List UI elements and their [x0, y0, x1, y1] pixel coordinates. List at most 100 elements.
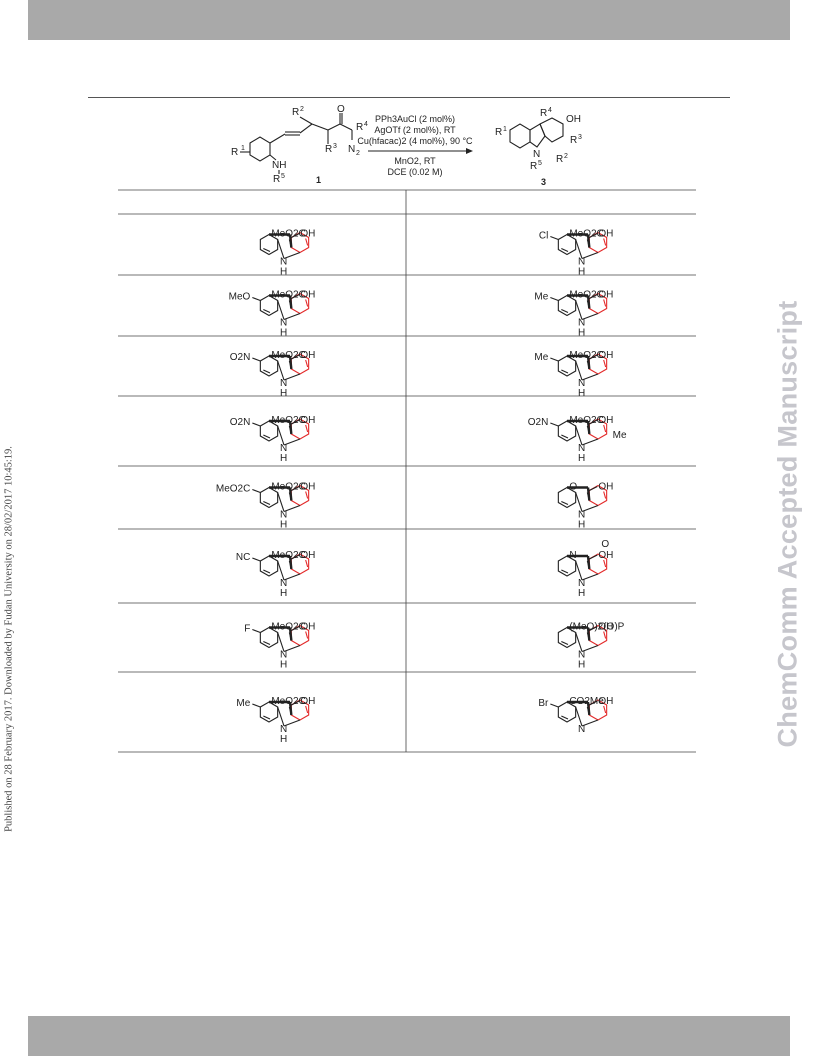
svg-text:N: N — [348, 144, 355, 155]
condition-line-2: DCE (0.02 M) — [387, 167, 442, 177]
ring-substituent: O2N — [230, 417, 251, 428]
ring-substituent: NC — [236, 552, 250, 563]
svg-text:R: R — [273, 174, 280, 185]
nitrogen-hydrogen: H — [280, 388, 287, 399]
ring-nitrogen: N — [578, 724, 585, 735]
top-substituent: O — [569, 482, 577, 493]
ring-substituent: F — [244, 624, 250, 635]
top-substituent: MeO2C — [271, 550, 305, 561]
reagent-line-2: AgOTf (2 mol%), RT — [374, 125, 456, 135]
svg-text:R: R — [231, 147, 238, 158]
nitrogen-hydrogen: H — [280, 267, 287, 278]
ring-nitrogen: N — [280, 318, 287, 329]
ring-substituent: Me — [236, 698, 250, 709]
ring-nitrogen: N — [578, 318, 585, 329]
condition-line-1: MnO2, RT — [394, 156, 436, 166]
nitrogen-hydrogen: H — [578, 267, 585, 278]
svg-text:1: 1 — [241, 145, 245, 152]
nitrogen-hydrogen: H — [280, 453, 287, 464]
footer-band — [28, 1016, 790, 1056]
ring-substituent: MeO2C — [216, 484, 250, 495]
product-label: 3 — [541, 177, 546, 187]
hydroxyl-label: OH — [300, 550, 315, 561]
top-substituent: (MeO)2(O)P — [569, 622, 624, 633]
svg-text:3: 3 — [333, 143, 337, 150]
hydroxyl-label: OH — [300, 696, 315, 707]
header-band — [28, 0, 790, 40]
top-substituent: MeO2C — [569, 350, 603, 361]
hydroxyl-label: OH — [300, 622, 315, 633]
substrate-label: 1 — [316, 175, 321, 185]
top-substituent: MeO2C — [569, 415, 603, 426]
hydroxyl-label: OH — [300, 350, 315, 361]
ring-substituent: MeO — [229, 292, 251, 303]
svg-text:R: R — [356, 122, 363, 133]
nitrogen-hydrogen: H — [578, 660, 585, 671]
nitrogen-hydrogen: H — [578, 588, 585, 599]
svg-text:2: 2 — [300, 106, 304, 113]
svg-text:5: 5 — [281, 173, 285, 180]
svg-text:R: R — [530, 161, 537, 172]
top-substituent: MeO2C — [569, 290, 603, 301]
reagent-line-1: PPh3AuCl (2 mol%) — [375, 114, 455, 124]
svg-text:R: R — [570, 135, 577, 146]
top-substituent: MeO2C — [271, 696, 305, 707]
ring-nitrogen: N — [280, 443, 287, 454]
ring-substituent: Cl — [539, 231, 548, 242]
table-grid — [118, 189, 696, 753]
svg-text:4: 4 — [364, 121, 368, 128]
ring-nitrogen: N — [578, 443, 585, 454]
ring-substituent: Br — [538, 698, 549, 709]
top-substituent: MeO2C — [271, 622, 305, 633]
ring-nitrogen: N — [280, 578, 287, 589]
hydroxyl-label: OH — [300, 290, 315, 301]
svg-text:2: 2 — [356, 150, 360, 157]
ring-nitrogen: N — [280, 510, 287, 521]
svg-text:R: R — [292, 107, 299, 118]
ring-nitrogen: N — [578, 378, 585, 389]
nitrogen-hydrogen: H — [578, 453, 585, 464]
svg-text:OH: OH — [566, 114, 581, 125]
svg-text:N: N — [533, 149, 540, 160]
svg-text:O: O — [337, 104, 345, 115]
top-substituent: MeO2C — [271, 290, 305, 301]
svg-text:5: 5 — [538, 160, 542, 167]
ring-substituent: O2N — [230, 352, 251, 363]
nitrogen-hydrogen: H — [578, 520, 585, 531]
ring-nitrogen: N — [578, 510, 585, 521]
hydroxyl-label: OH — [598, 696, 613, 707]
svg-text:NH: NH — [272, 160, 286, 171]
svg-text:1: 1 — [503, 126, 507, 133]
svg-text:R: R — [540, 108, 547, 119]
ring-nitrogen: N — [280, 378, 287, 389]
ring-substituent: Me — [534, 292, 548, 303]
ring-substituent: Me — [534, 352, 548, 363]
hydroxyl-label: OH — [598, 622, 613, 633]
hydroxyl-label: OH — [598, 229, 613, 240]
table-cell-right: NH OH O — [557, 482, 613, 531]
ring-substituent: O2N — [528, 417, 549, 428]
top-substituent: MeO2C — [569, 229, 603, 240]
reaction-arrowhead — [466, 148, 473, 154]
nitrogen-hydrogen: H — [280, 588, 287, 599]
top-substituent: MeO2C — [271, 415, 305, 426]
top-substituent: MeO2C — [271, 350, 305, 361]
ring-nitrogen: N — [280, 724, 287, 735]
hydroxyl-label: OH — [300, 482, 315, 493]
nitrogen-hydrogen: H — [280, 660, 287, 671]
svg-text:2: 2 — [564, 153, 568, 160]
hydroxyl-label: OH — [300, 415, 315, 426]
hydroxyl-label: OH — [598, 550, 613, 561]
hydroxyl-label: OH — [300, 229, 315, 240]
top-substituent: MeO2C — [271, 229, 305, 240]
